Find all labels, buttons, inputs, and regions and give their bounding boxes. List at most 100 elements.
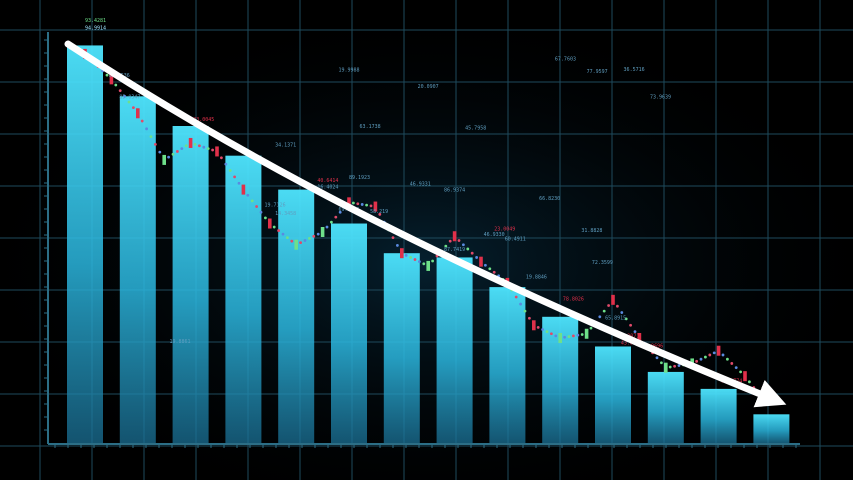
- overlay-dot: [607, 304, 610, 307]
- bar: [172, 126, 209, 444]
- data-label: 19.9988: [338, 68, 359, 74]
- candlestick: [558, 333, 562, 343]
- overlay-dot: [193, 142, 197, 146]
- overlay-dot: [466, 247, 470, 251]
- data-label: 72.3599: [592, 260, 613, 266]
- overlay-dot: [567, 335, 571, 338]
- overlay-dot: [660, 361, 663, 365]
- overlay-dot: [629, 323, 632, 327]
- overlay-dot: [167, 155, 171, 159]
- overlay-dot: [523, 309, 527, 313]
- overlay-dot: [206, 147, 210, 151]
- overlay-dot: [739, 370, 742, 374]
- candlestick: [268, 218, 272, 229]
- data-label: 94.9914: [85, 25, 106, 31]
- overlay-dot: [330, 220, 333, 224]
- data-label: 86.9374: [444, 188, 465, 194]
- overlay-dot: [519, 302, 522, 306]
- overlay-dot: [246, 193, 250, 197]
- bar: [489, 287, 526, 444]
- candlestick: [188, 137, 193, 148]
- data-label: 67.7603: [555, 56, 576, 62]
- data-label: 60.4911: [505, 236, 526, 242]
- overlay-dot: [730, 362, 734, 365]
- overlay-dot: [462, 243, 465, 247]
- bar: [119, 96, 156, 444]
- overlay-dot: [633, 330, 637, 334]
- candlestick: [241, 184, 246, 195]
- overlay-dot: [765, 403, 769, 406]
- overlay-dot: [154, 142, 157, 146]
- overlay-dot: [484, 263, 487, 267]
- data-label: 89.1923: [349, 175, 370, 181]
- downtrend-arrow: [64, 40, 787, 408]
- overlay-dot: [712, 351, 716, 355]
- overlay-dot: [514, 295, 518, 299]
- overlay-dot: [171, 152, 175, 156]
- overlay-dot: [184, 144, 188, 148]
- overlay-dot: [356, 202, 360, 206]
- data-label: 19.7126: [265, 203, 286, 209]
- overlay-dot: [220, 156, 223, 160]
- overlay-dot: [237, 181, 241, 185]
- candlestick: [320, 227, 325, 237]
- overlay-dot: [352, 201, 355, 205]
- overlay-dot: [259, 210, 263, 214]
- bar: [700, 388, 737, 444]
- overlay-dot: [536, 326, 540, 329]
- overlay-dot: [325, 225, 329, 229]
- overlay-dot: [334, 215, 338, 219]
- candlestick: [716, 345, 721, 356]
- overlay-dot: [409, 256, 412, 259]
- overlay-dot: [404, 253, 408, 257]
- data-label: 31.8828: [581, 228, 602, 234]
- overlay-dot: [422, 262, 426, 266]
- overlay-dot: [365, 203, 368, 207]
- overlay-dot: [127, 100, 131, 104]
- overlay-dot: [308, 236, 311, 240]
- candlestick: [400, 248, 404, 259]
- overlay-dot: [233, 175, 237, 179]
- overlay-dot: [202, 145, 206, 149]
- data-label: 77.9597: [587, 69, 608, 75]
- overlay-dot: [616, 304, 619, 308]
- data-label: 63.1738: [360, 124, 381, 130]
- overlay-dot: [114, 83, 118, 87]
- overlay-dot: [272, 225, 276, 229]
- bar: [278, 189, 315, 444]
- overlay-dot: [391, 236, 395, 240]
- overlay-dot: [563, 335, 566, 339]
- overlay-dot: [277, 229, 280, 232]
- candlestick: [664, 362, 668, 373]
- overlay-dot: [413, 258, 417, 261]
- overlay-dot: [198, 144, 201, 148]
- overlay-dot: [145, 127, 149, 131]
- overlay-dot: [677, 364, 681, 367]
- bar: [67, 45, 103, 444]
- data-label: 85.0347: [119, 94, 140, 100]
- data-label: 36.5716: [624, 67, 645, 73]
- candlestick: [109, 74, 114, 85]
- overlay-dot: [378, 212, 382, 216]
- overlay-dot: [492, 270, 496, 274]
- overlay-dot: [250, 199, 254, 203]
- candlestick: [743, 371, 747, 382]
- overlay-dot: [140, 119, 144, 123]
- overlay-dot: [580, 333, 584, 336]
- overlay-dot: [290, 239, 294, 243]
- data-label: 19.8861: [169, 339, 190, 345]
- bar: [595, 346, 631, 444]
- candlestick: [637, 333, 642, 343]
- overlay-dot: [624, 317, 628, 321]
- candlestick: [584, 328, 589, 339]
- bar: [436, 257, 473, 444]
- data-label: 23.0045: [193, 117, 214, 123]
- candlestick: [532, 320, 536, 331]
- candlestick: [452, 231, 457, 242]
- overlay-dot: [541, 328, 544, 331]
- overlay-dot: [620, 311, 624, 314]
- overlay-dot: [123, 94, 126, 98]
- overlay-dot: [132, 106, 135, 110]
- data-label: 19.8846: [526, 275, 547, 281]
- overlay-dot: [312, 234, 316, 238]
